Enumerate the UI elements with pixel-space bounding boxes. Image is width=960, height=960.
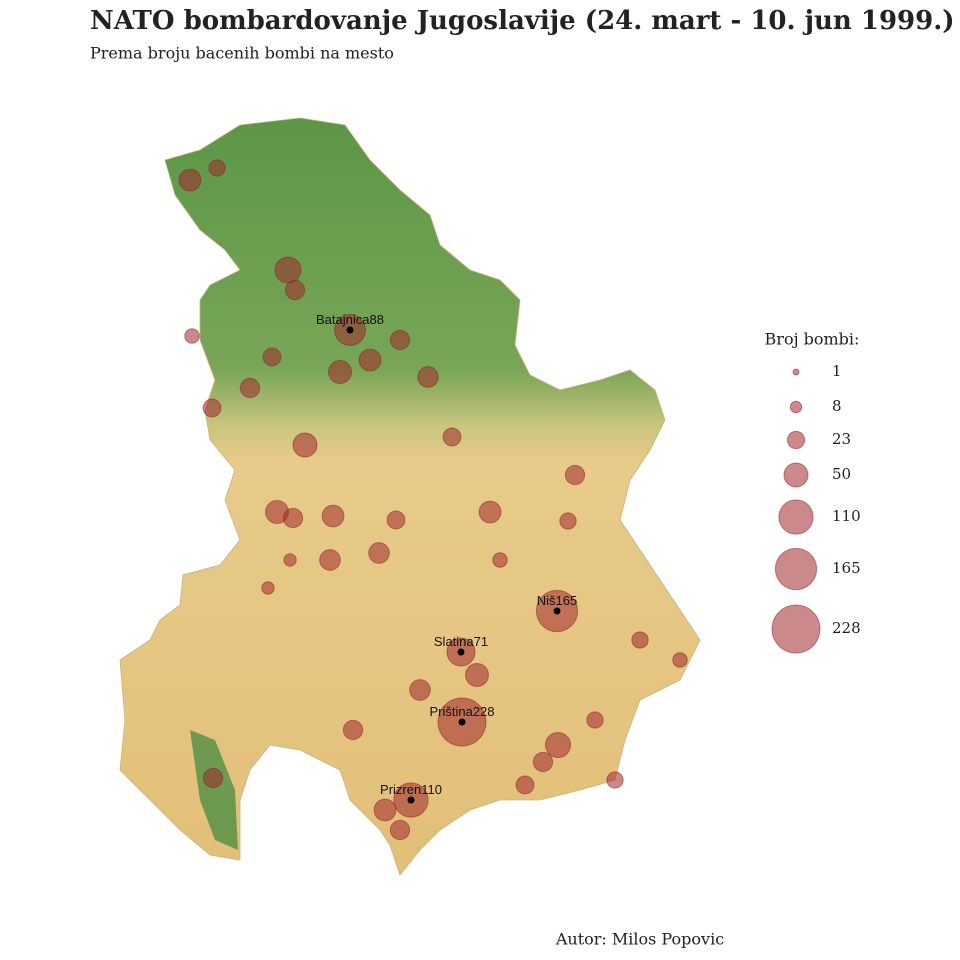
bomb-site [358,348,382,372]
bomb-site [328,360,352,384]
bomb-site [342,719,364,741]
city-dot [407,796,415,804]
bomb-site [202,398,222,418]
city-label: Niš165 [537,593,577,608]
city-value: 88 [370,312,384,327]
legend-symbol [778,499,814,535]
bomb-site [465,663,489,687]
city-dot [457,648,465,656]
bomb-site [262,347,282,367]
legend-label: 50 [832,465,851,483]
bomb-site [202,767,224,789]
city-name: Slatina [434,634,475,649]
legend-symbol [771,604,821,654]
bomb-site [184,328,200,344]
city-dot [346,326,354,334]
bomb-site [319,549,341,571]
bomb-site [442,427,462,447]
country-shape [119,117,701,876]
bomb-site [373,798,397,822]
legend-label: 165 [832,559,861,577]
bomb-site [321,504,345,528]
bomb-site [261,581,275,595]
bomb-site [515,775,535,795]
legend-label: 110 [832,507,861,525]
bomb-site [368,542,390,564]
map-subtitle: Prema broju bacenih bombi na mesto [90,44,394,63]
bomb-site [606,771,624,789]
city-label: Prizren110 [380,782,442,797]
bomb-site [208,159,226,177]
legend-symbol [789,400,803,414]
legend-label: 8 [832,397,842,415]
city-value: 71 [474,634,488,649]
city-value: 165 [556,593,578,608]
city-value: 110 [421,782,442,797]
city-label: Slatina71 [434,634,488,649]
bomb-site [178,168,202,192]
legend-label: 23 [832,430,851,448]
city-value: 228 [473,704,495,719]
city-name: Batajnica [316,312,370,327]
legend-label: 1 [832,362,842,380]
bomb-site [389,329,411,351]
bomb-site [564,464,586,486]
bomb-site [532,751,554,773]
bomb-site [409,679,431,701]
legend-title: Broj bombi: [765,330,860,349]
bomb-site [292,432,318,458]
legend-label: 228 [832,619,861,637]
city-label: Priština228 [429,704,494,719]
author: Autor: Milos Popovic [555,930,724,949]
bomb-site [274,256,302,284]
city-name: Priština [429,704,473,719]
bomb-site [283,553,297,567]
legend-symbol [786,430,806,450]
city-dot [553,607,561,615]
bomb-site [386,510,406,530]
city-name: Prizren [380,782,421,797]
bomb-site [417,366,439,388]
bomb-site [284,279,306,301]
coast-lowland [190,730,238,850]
bomb-site [239,377,261,399]
city-dot [458,718,466,726]
bomb-site [631,631,649,649]
legend-symbol [783,462,809,488]
legend-symbol [774,547,818,591]
bomb-site [478,500,502,524]
bomb-site [492,552,508,568]
city-name: Niš [537,593,556,608]
map-title: NATO bombardovanje Jugoslavije (24. mart… [90,6,955,36]
bomb-site [282,507,304,529]
bomb-site [544,731,572,759]
legend-symbol [792,368,800,376]
bomb-site [389,819,411,841]
bomb-site [672,652,688,668]
city-label: Batajnica88 [316,312,384,327]
bomb-site [559,512,577,530]
bomb-site [586,711,604,729]
